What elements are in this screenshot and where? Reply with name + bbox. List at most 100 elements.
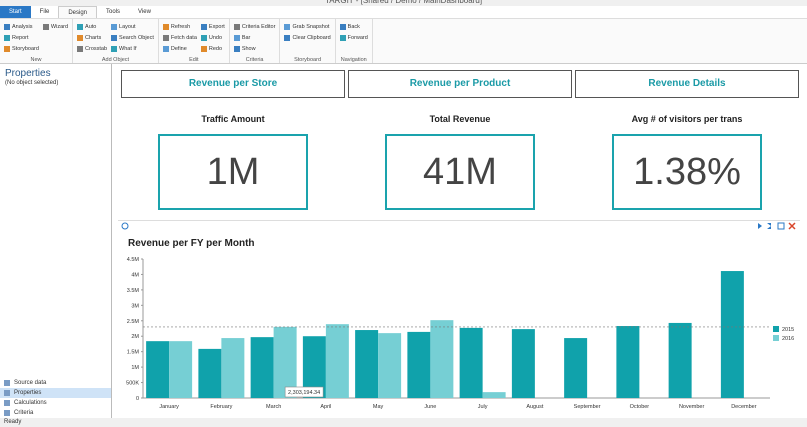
button-icon — [284, 23, 291, 30]
button-icon — [162, 34, 169, 41]
sidebar-link[interactable]: Properties — [0, 388, 111, 398]
button-label: Grab Snapshot — [292, 23, 330, 30]
ribbon-button[interactable]: Layout — [111, 21, 154, 32]
forward-icon[interactable] — [767, 223, 771, 229]
sidebar: Properties (No object selected) Source d… — [0, 64, 112, 418]
bar — [407, 331, 431, 398]
ribbon-button[interactable]: Fetch data — [162, 32, 197, 43]
ribbon-button[interactable]: Forward — [339, 32, 368, 43]
ribbon-button[interactable]: Define — [162, 43, 197, 54]
x-tick-label: October — [630, 404, 650, 410]
x-tick-label: September — [574, 404, 601, 410]
chart-title: Revenue per FY per Month — [128, 238, 255, 249]
button-label: Forward — [347, 34, 368, 41]
ribbon-button[interactable]: Export — [200, 21, 225, 32]
button-label: Storyboard — [12, 45, 39, 52]
button-label: Bar — [241, 34, 251, 41]
button-icon — [111, 45, 118, 52]
ribbon-button[interactable]: Wizard — [42, 21, 68, 32]
nav-button[interactable]: Revenue Details — [575, 70, 799, 98]
ribbon-group: Back Forward Navigation — [336, 19, 373, 63]
ribbon-button[interactable]: Criteria Editor — [233, 21, 276, 32]
bar — [564, 338, 588, 398]
x-tick-label: December — [731, 404, 757, 410]
tab[interactable]: Design — [58, 6, 98, 18]
ribbon-button[interactable]: Clear Clipboard — [284, 32, 331, 43]
ribbon-group: Auto Charts Crosstab Layout Search Object Wha… — [73, 19, 159, 63]
y-tick-label: 1M — [131, 365, 139, 371]
button-label: Fetch data — [170, 34, 197, 41]
grid-icon[interactable] — [777, 222, 785, 230]
ribbon-button[interactable]: Bar — [233, 32, 276, 43]
ribbon-button[interactable]: Back — [339, 21, 368, 32]
sidebar-links: Source data Properties Calculations Criteri… — [0, 378, 111, 418]
ribbon-button[interactable]: Show — [233, 43, 276, 54]
button-label: Charts — [85, 34, 102, 41]
tab[interactable]: File — [39, 9, 50, 15]
bar — [616, 326, 640, 398]
button-label: Criteria Editor — [241, 23, 276, 30]
ribbon-button[interactable]: Refresh — [162, 21, 197, 32]
y-tick-label: 500K — [126, 381, 139, 387]
y-tick-label: 3.5M — [127, 288, 140, 294]
ribbon-button[interactable]: Analysis — [4, 21, 39, 32]
sidebar-link[interactable]: Source data — [0, 378, 111, 388]
ribbon-group-label: Edit — [189, 57, 199, 63]
ribbon-button[interactable]: What If — [111, 43, 154, 54]
tooltip-text: 2,303,194.34 — [288, 390, 320, 396]
button-label: Auto — [85, 23, 97, 30]
y-tick-label: 3M — [131, 303, 139, 309]
button-icon — [233, 45, 240, 52]
bar — [250, 337, 274, 398]
play-icon[interactable] — [758, 223, 762, 229]
ribbon-button[interactable]: Redo — [200, 43, 225, 54]
button-icon — [111, 34, 118, 41]
kpi-value: 1M — [158, 134, 308, 210]
button-label: Redo — [208, 45, 223, 52]
bar — [169, 341, 193, 398]
ribbon-button[interactable]: Crosstab — [77, 43, 107, 54]
ribbon-group: Criteria Editor Bar Show Criteria — [230, 19, 281, 63]
bar — [378, 333, 402, 398]
button-icon — [284, 34, 291, 41]
ribbon-items: Analysis Report Storyboard Wizard — [4, 21, 68, 56]
chart: Revenue per FY per Month 0 500K 1M 1.5M 2M 2.… — [121, 222, 796, 410]
ribbon-items: Auto Charts Crosstab Layout Search Object Wha… — [77, 21, 154, 56]
button-icon — [77, 45, 84, 52]
close-icon[interactable] — [788, 222, 796, 230]
ribbon-group: Analysis Report Storyboard Wizard New — [0, 19, 74, 63]
title-bar: TARGIT - [Shared / Demo / MainDashboard] — [0, 0, 807, 6]
button-icon — [162, 45, 169, 52]
button-icon — [233, 23, 240, 30]
y-tick-label: 4.5M — [127, 257, 140, 263]
ribbon-button[interactable]: Report — [4, 32, 39, 43]
ribbon-group: Grab Snapshot Clear Clipboard Storyboard — [280, 19, 336, 63]
sidebar-link[interactable]: Calculations — [0, 398, 111, 408]
nav-button[interactable]: Revenue per Product — [348, 70, 572, 98]
button-label: Clear Clipboard — [292, 34, 331, 41]
ribbon: Analysis Report Storyboard Wizard New Auto Cha… — [0, 18, 807, 64]
bar — [146, 341, 170, 398]
kpi-value: 41M — [385, 134, 535, 210]
kpi-label: Total Revenue — [429, 114, 491, 124]
ribbon-button[interactable]: Undo — [200, 32, 225, 43]
ribbon-button[interactable]: Grab Snapshot — [284, 21, 330, 32]
bar — [720, 271, 744, 398]
ribbon-button[interactable]: Charts — [77, 32, 107, 43]
bar — [302, 336, 326, 398]
button-icon — [4, 45, 10, 52]
ribbon-button[interactable]: Storyboard — [4, 43, 39, 54]
ribbon-group-label: Navigation — [340, 57, 367, 63]
nav-button[interactable]: Revenue per Store — [121, 70, 345, 98]
y-tick-label: 1.5M — [127, 350, 140, 356]
button-icon — [339, 23, 346, 30]
tab-bar: Start File Design Tools View — [0, 6, 807, 18]
ribbon-button[interactable]: Search Object — [111, 32, 154, 43]
tab[interactable]: Tools — [106, 9, 121, 15]
button-icon — [339, 34, 346, 41]
tab[interactable]: View — [138, 9, 151, 15]
tab[interactable]: Start — [0, 6, 31, 18]
sidebar-link[interactable]: Criteria — [0, 408, 111, 418]
y-tick-label: 4M — [131, 272, 139, 278]
ribbon-button[interactable]: Auto — [77, 21, 107, 32]
